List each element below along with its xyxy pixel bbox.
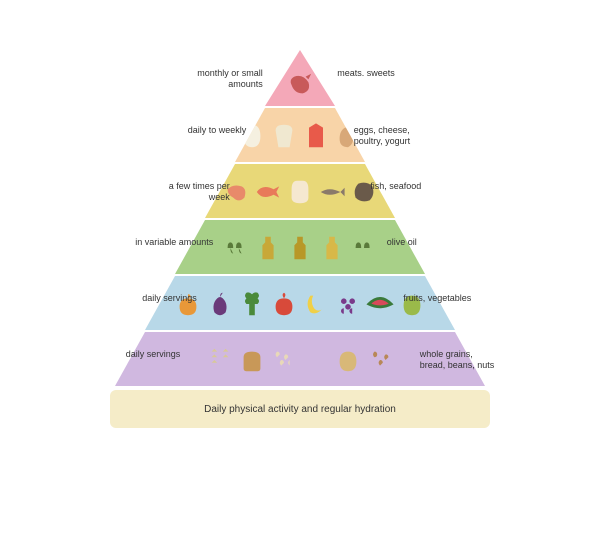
grain-icon: [206, 346, 234, 379]
tier-3-right-label: olive oil: [387, 237, 467, 248]
tier-0-right-label: meats. sweets: [337, 68, 417, 79]
pyramid-tier-1: [235, 108, 365, 162]
tier-2-left-label: a few times per week: [150, 181, 230, 203]
food-pyramid: monthly or small amounts meats. sweets da…: [90, 50, 510, 430]
tier-0-left-label: monthly or small amounts: [183, 68, 263, 90]
grapes-icon: [334, 290, 362, 323]
oil-bottle3-icon: [318, 234, 346, 267]
oil-bottle-icon: [254, 234, 282, 267]
salmon-icon: [254, 178, 282, 211]
potato-icon: [334, 346, 362, 379]
oil-bottle2-icon: [286, 234, 314, 267]
pyramid-tier-0: [265, 50, 335, 106]
meat-icon: [286, 71, 314, 104]
banana-icon: [302, 290, 330, 323]
bread-icon: [238, 346, 266, 379]
beans-icon: [270, 346, 298, 379]
pyramid-base: Daily physical activity and regular hydr…: [110, 390, 490, 428]
tier-5-left-label: daily servings: [100, 349, 180, 360]
sardine-icon: [318, 178, 346, 211]
olive-branch-icon: [222, 234, 250, 267]
milk-icon: [302, 122, 330, 155]
yogurt-icon: [270, 122, 298, 155]
tier-1-left-label: daily to weekly: [166, 125, 246, 136]
tomato-icon: [270, 290, 298, 323]
tier-3-left-label: in variable amounts: [133, 237, 213, 248]
tier-4-right-label: fruits, vegetables: [403, 293, 483, 304]
tier-5-right-label: whole grains, bread, beans, nuts: [420, 349, 500, 371]
olive-branch2-icon: [350, 234, 378, 267]
eggplant-icon: [206, 290, 234, 323]
tier-2-right-label: fish, seafood: [370, 181, 450, 192]
watermelon-icon: [366, 290, 394, 323]
tier-1-right-label: eggs, cheese, poultry, yogurt: [354, 125, 434, 147]
pyramid-tier-2: [205, 164, 395, 218]
broccoli-icon: [238, 290, 266, 323]
nuts-icon: [366, 346, 394, 379]
squid-icon: [286, 178, 314, 211]
rice-icon: [302, 346, 330, 379]
tier-4-left-label: daily servings: [117, 293, 197, 304]
